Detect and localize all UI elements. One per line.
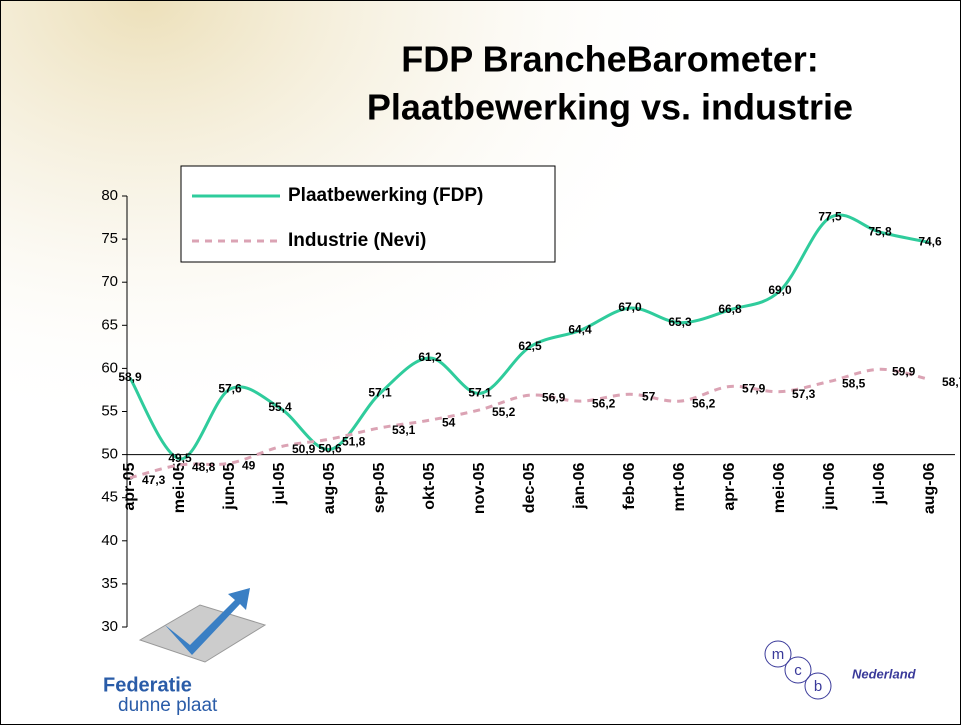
y-tick-label: 60 xyxy=(101,359,118,376)
value-label: 48,8 xyxy=(192,460,216,474)
slide: FDP BrancheBarometer: Plaatbewerking vs.… xyxy=(0,0,961,725)
logo-text: c xyxy=(794,662,802,679)
x-tick-label: okt-05 xyxy=(421,462,438,509)
value-label: 67,0 xyxy=(618,300,642,314)
x-tick-label: aug-05 xyxy=(321,463,338,515)
x-tick-label: aug-06 xyxy=(921,463,938,515)
value-label: 49,5 xyxy=(168,451,192,465)
value-label: 74,6 xyxy=(918,235,942,249)
y-tick-label: 70 xyxy=(101,273,118,290)
title-line: Plaatbewerking vs. industrie xyxy=(367,87,853,128)
value-label: 57,6 xyxy=(218,381,242,395)
x-tick-label: apr-05 xyxy=(121,463,138,511)
logo-text: Federatie xyxy=(103,674,192,696)
value-label: 47,3 xyxy=(142,473,166,487)
y-tick-label: 80 xyxy=(101,187,118,204)
value-label: 69,0 xyxy=(768,283,792,297)
value-label: 58,5 xyxy=(842,377,866,391)
y-tick-label: 65 xyxy=(101,316,118,333)
x-tick-label: mrt-06 xyxy=(671,462,688,511)
x-tick-label: jan-06 xyxy=(571,463,588,510)
value-label: 56,2 xyxy=(692,396,716,410)
title-line: FDP BrancheBarometer: xyxy=(401,39,818,80)
value-label: 53,1 xyxy=(392,423,416,437)
x-tick-label: nov-05 xyxy=(471,463,488,515)
value-label: 55,4 xyxy=(268,400,292,414)
value-label: 59,9 xyxy=(892,364,916,378)
x-tick-label: jun-06 xyxy=(821,463,838,511)
x-tick-label: jul-06 xyxy=(871,463,888,506)
value-label: 66,8 xyxy=(718,302,742,316)
value-label: 50,6 xyxy=(318,442,342,456)
value-label: 57,9 xyxy=(742,382,766,396)
y-tick-label: 30 xyxy=(101,618,118,635)
x-tick-label: mei-05 xyxy=(171,463,188,514)
y-tick-label: 50 xyxy=(101,446,118,463)
y-tick-label: 35 xyxy=(101,575,118,592)
value-label: 57,1 xyxy=(468,386,492,400)
logo-text: b xyxy=(814,678,822,695)
x-tick-label: dec-05 xyxy=(521,463,538,514)
y-tick-label: 55 xyxy=(101,402,118,419)
value-label: 75,8 xyxy=(868,224,892,238)
value-label: 58,9 xyxy=(118,370,142,384)
legend-label: Plaatbewerking (FDP) xyxy=(288,185,483,206)
y-tick-label: 75 xyxy=(101,230,118,247)
value-label: 57,1 xyxy=(368,386,392,400)
legend-label: Industrie (Nevi) xyxy=(288,230,426,251)
x-tick-label: feb-06 xyxy=(621,462,638,509)
y-tick-label: 45 xyxy=(101,489,118,506)
y-tick-label: 40 xyxy=(101,532,118,549)
value-label: 61,2 xyxy=(418,350,442,364)
x-tick-label: jun-05 xyxy=(221,463,238,511)
value-label: 54 xyxy=(442,415,456,429)
value-label: 57,3 xyxy=(792,387,816,401)
value-label: 64,4 xyxy=(568,323,592,337)
x-tick-label: apr-06 xyxy=(721,463,738,511)
logo-text: m xyxy=(772,646,785,663)
value-label: 49 xyxy=(242,458,256,472)
value-label: 51,8 xyxy=(342,434,366,448)
x-tick-label: mei-06 xyxy=(771,463,788,514)
value-label: 55,2 xyxy=(492,405,516,419)
x-tick-label: sep-05 xyxy=(371,463,388,514)
value-label: 58,7 xyxy=(942,375,961,389)
value-label: 56,2 xyxy=(592,396,616,410)
logo-text: dunne plaat xyxy=(118,695,218,716)
value-label: 57 xyxy=(642,389,656,403)
x-tick-label: jul-05 xyxy=(271,463,288,506)
value-label: 65,3 xyxy=(668,315,692,329)
value-label: 50,9 xyxy=(292,442,316,456)
value-label: 62,5 xyxy=(518,339,542,353)
logo-text: Nederland xyxy=(852,666,917,681)
value-label: 77,5 xyxy=(818,210,842,224)
value-label: 56,9 xyxy=(542,390,566,404)
